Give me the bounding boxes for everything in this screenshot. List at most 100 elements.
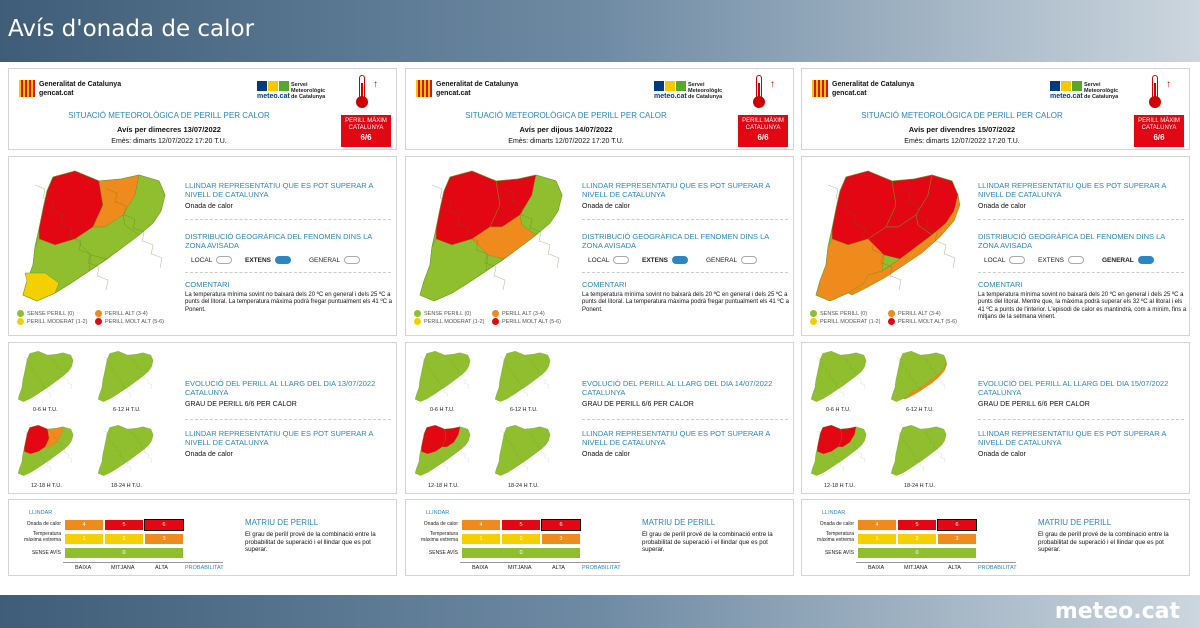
comarca-border <box>134 363 139 369</box>
comarca-border <box>22 430 27 437</box>
gencat-name: gencat.cat <box>832 90 867 97</box>
map-base-region <box>494 425 551 476</box>
comarca-border <box>64 452 69 458</box>
comarca-border <box>419 356 424 363</box>
comentari-title: COMENTARI <box>185 280 230 289</box>
comarca-border <box>499 430 504 437</box>
comentari-title: COMENTARI <box>978 280 1023 289</box>
matrix-row-onada: Onada de calor <box>423 521 458 527</box>
comarca-border <box>120 381 125 388</box>
comarca-border <box>815 430 820 437</box>
summary-box: SENSE PERILL (0) PERILL MODERAT (1-2) PE… <box>801 156 1190 336</box>
comarca-border <box>927 363 932 369</box>
comarca-border <box>531 437 536 443</box>
evolution-title: EVOLUCIÓ DEL PERILL AL LLARG DEL DIA 13/… <box>185 379 376 397</box>
map-region-ne <box>519 174 563 236</box>
time-label-18-24: 18-24 H T.U. <box>508 483 539 489</box>
comarca-border <box>449 210 461 226</box>
catalonia-map <box>419 170 563 302</box>
matrix-llindar-label: LLINDAR <box>822 510 846 516</box>
comarca-border <box>144 452 149 458</box>
distribution-title: DISTRIBUCIÓ GEOGRÀFICA DEL FENOMEN DINS … <box>185 232 372 250</box>
distribution-title: DISTRIBUCIÓ GEOGRÀFICA DEL FENOMEN DINS … <box>582 232 769 250</box>
matrix-col-alta: ALTA <box>552 565 565 571</box>
comarca-border <box>26 435 31 442</box>
matrix-desc: El grau de perill prové de la combinació… <box>1038 531 1169 553</box>
comarca-border <box>461 378 466 384</box>
comarca-border <box>916 386 921 393</box>
map-region-s <box>847 194 961 296</box>
comarca-border <box>102 430 107 437</box>
warning-panel-3: Generalitat de Catalunya gencat.cat mete… <box>801 68 1190 576</box>
emission-date: Emès: dimarts 12/07/2022 17:20 T.U. <box>508 138 624 145</box>
local-toggle <box>1009 256 1026 264</box>
map-18-24 <box>97 425 154 476</box>
avis-date: Avís per dijous 14/07/2022 <box>519 125 613 134</box>
comarca-border <box>895 430 900 437</box>
extens-toggle <box>275 256 292 264</box>
comarca-border <box>426 440 431 447</box>
comarca-border <box>899 361 904 368</box>
llindar-value: Onada de calor <box>185 203 233 210</box>
map-region-sw <box>419 238 489 302</box>
comarca-border <box>541 378 546 384</box>
general-toggle <box>344 256 361 264</box>
max-warning-level: 6/6 <box>757 133 769 142</box>
distribution-title: DISTRIBUCIÓ GEOGRÀFICA DEL FENOMEN DINS … <box>978 232 1165 250</box>
matrix-cell: 2 <box>105 534 143 544</box>
comarca-border <box>485 262 497 278</box>
matrix-cell: 1 <box>462 534 500 544</box>
map-6-12 <box>97 351 154 402</box>
comarca-border <box>148 457 153 463</box>
comarca-border <box>854 223 866 239</box>
matrix-llindar-label: LLINDAR <box>29 510 53 516</box>
comarca-border <box>531 363 536 369</box>
matrix-col-alta: ALTA <box>155 565 168 571</box>
comarca-border <box>130 358 135 364</box>
comarca-border <box>843 358 848 364</box>
comarca-border <box>444 391 449 398</box>
map-0-6 <box>414 351 471 402</box>
map-region-sws <box>22 272 60 302</box>
comarca-border <box>133 227 145 243</box>
comarca-border <box>503 188 515 204</box>
emission-date: Emès: dimarts 12/07/2022 17:20 T.U. <box>111 138 227 145</box>
llindar-value-2: Onada de calor <box>582 451 630 458</box>
meteocat-logo: meteo.cat Servei Meteorològic de Catalun… <box>654 81 730 105</box>
max-warning-badge: PERILL MÀXIM CATALUNYA 6/6 <box>1134 115 1184 147</box>
matrix-row-onada: Onada de calor <box>819 521 854 527</box>
generalitat-name: Generalitat de Catalunya <box>832 81 915 88</box>
comarca-border <box>50 432 55 438</box>
time-label-6-12: 6-12 H T.U. <box>510 407 538 413</box>
comarca-border <box>451 363 456 369</box>
comarca-border <box>26 361 31 368</box>
map-legend: SENSE PERILL (0) PERILL MODERAT (1-2) PE… <box>17 310 167 330</box>
matrix-col-alta: ALTA <box>948 565 961 571</box>
map-base-region <box>810 351 867 402</box>
comarca-border <box>520 460 525 467</box>
matrix-cell: 6 <box>144 519 184 531</box>
comarca-border <box>527 432 532 438</box>
comarca-border <box>833 455 838 462</box>
comarca-border <box>34 184 46 200</box>
comarca-border <box>79 249 91 265</box>
comarca-border <box>47 391 52 398</box>
emission-date: Emès: dimarts 12/07/2022 17:20 T.U. <box>904 138 1020 145</box>
summary-box: SENSE PERILL (0) PERILL MODERAT (1-2) PE… <box>8 156 397 336</box>
comarca-border <box>923 358 928 364</box>
local-toggle <box>216 256 233 264</box>
extens-label: EXTENS <box>642 256 669 264</box>
time-label-0-6: 0-6 H T.U. <box>430 407 455 413</box>
comarca-border <box>845 210 857 226</box>
matrix-col-baixa: BAIXA <box>868 565 885 571</box>
avis-date: Avís per dimecres 13/07/2022 <box>117 125 221 134</box>
warning-panel-1: Generalitat de Catalunya gencat.cat mete… <box>8 68 397 576</box>
matrix-col-mitjana: MITJANA <box>904 565 928 571</box>
comarca-border <box>503 435 508 442</box>
extens-label: EXTENS <box>1038 256 1065 264</box>
comarca-border <box>815 356 820 363</box>
comarca-border <box>503 361 508 368</box>
matrix-title: MATRIU DE PERILL <box>1038 518 1112 527</box>
extens-toggle <box>1068 256 1085 264</box>
comarca-border <box>545 457 550 463</box>
